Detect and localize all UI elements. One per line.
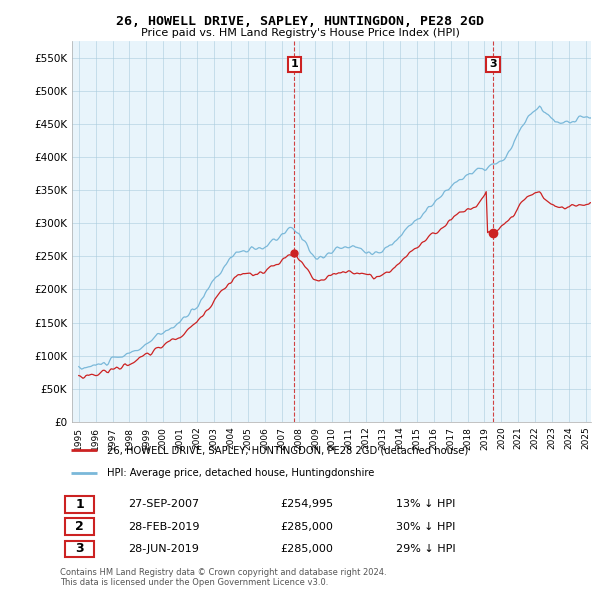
Text: Contains HM Land Registry data © Crown copyright and database right 2024.
This d: Contains HM Land Registry data © Crown c… <box>60 568 386 587</box>
FancyBboxPatch shape <box>65 519 94 535</box>
Text: 28-FEB-2019: 28-FEB-2019 <box>128 522 200 532</box>
Text: 26, HOWELL DRIVE, SAPLEY, HUNTINGDON, PE28 2GD: 26, HOWELL DRIVE, SAPLEY, HUNTINGDON, PE… <box>116 15 484 28</box>
Text: £285,000: £285,000 <box>281 544 334 553</box>
Text: 2: 2 <box>76 520 84 533</box>
Text: 30% ↓ HPI: 30% ↓ HPI <box>396 522 455 532</box>
Text: HPI: Average price, detached house, Huntingdonshire: HPI: Average price, detached house, Hunt… <box>107 468 374 478</box>
Text: 28-JUN-2019: 28-JUN-2019 <box>128 544 199 553</box>
FancyBboxPatch shape <box>65 496 94 513</box>
FancyBboxPatch shape <box>65 540 94 557</box>
Text: 1: 1 <box>290 60 298 70</box>
Text: £285,000: £285,000 <box>281 522 334 532</box>
Text: 3: 3 <box>489 60 497 70</box>
Text: 1: 1 <box>76 498 84 511</box>
Text: £254,995: £254,995 <box>281 500 334 509</box>
Text: 29% ↓ HPI: 29% ↓ HPI <box>396 544 455 553</box>
Text: 27-SEP-2007: 27-SEP-2007 <box>128 500 199 509</box>
Text: 13% ↓ HPI: 13% ↓ HPI <box>396 500 455 509</box>
Text: 3: 3 <box>76 542 84 555</box>
Text: 26, HOWELL DRIVE, SAPLEY, HUNTINGDON, PE28 2GD (detached house): 26, HOWELL DRIVE, SAPLEY, HUNTINGDON, PE… <box>107 445 469 455</box>
Text: Price paid vs. HM Land Registry's House Price Index (HPI): Price paid vs. HM Land Registry's House … <box>140 28 460 38</box>
